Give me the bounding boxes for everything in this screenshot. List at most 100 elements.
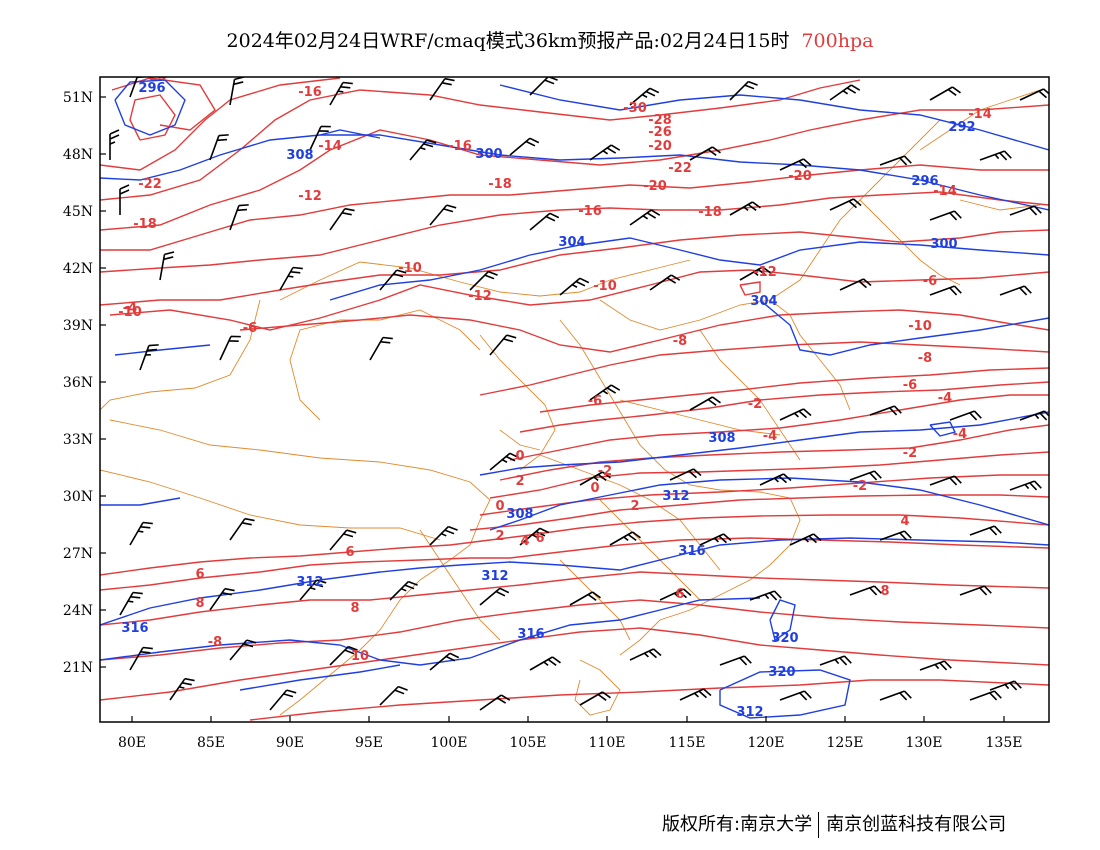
- isotherm-line: [489, 451, 1049, 499]
- isotherm-line: [479, 474, 1049, 516]
- isotherm-line: [100, 79, 861, 201]
- wind-barb: [229, 639, 257, 661]
- isotherm-line: [100, 229, 1049, 306]
- wind-barb: [929, 475, 962, 486]
- lat-tick-label: 48N: [63, 147, 93, 163]
- height-contour-line: [759, 299, 1049, 356]
- height-label: 296: [138, 81, 165, 96]
- height-label: 308: [506, 507, 533, 522]
- wind-barb: [959, 585, 992, 596]
- wind-barb: [669, 468, 702, 481]
- wind-barb: [219, 335, 241, 361]
- isotherm-line: [100, 599, 1049, 661]
- wind-barb: [269, 689, 297, 711]
- temperature-label: -18: [133, 217, 157, 232]
- wind-barb: [659, 588, 692, 601]
- wind-barb: [929, 86, 961, 101]
- temperature-label: -6: [903, 378, 917, 393]
- wind-barb: [229, 517, 255, 541]
- wind-barb: [409, 139, 437, 161]
- temperature-label: -2: [903, 446, 917, 461]
- wind-barb: [529, 656, 561, 671]
- isotherm-line: [100, 191, 1049, 273]
- height-label: 312: [296, 575, 323, 590]
- isotherm-line: [100, 164, 1049, 251]
- lat-tick-label: 39N: [63, 318, 93, 334]
- temperature-label: 6: [535, 531, 544, 546]
- wind-barb: [829, 84, 861, 101]
- temperature-label: -2: [598, 464, 612, 479]
- height-label: 320: [768, 665, 795, 680]
- temperature-label: -18: [488, 177, 512, 192]
- province-boundary: [100, 469, 441, 541]
- height-label: 304: [750, 294, 777, 309]
- wind-barb: [729, 201, 761, 216]
- map-title: 2024年02月24日WRF/cmaq模式36km预报产品:02月24日15时 7…: [0, 26, 1100, 53]
- temperature-label: 0: [515, 449, 524, 464]
- lon-tick-label: 115E: [669, 735, 706, 751]
- province-boundary: [574, 659, 621, 716]
- wind-barb: [169, 677, 195, 701]
- height-contour-line: [929, 421, 957, 437]
- province-boundary: [769, 119, 941, 301]
- temperature-label: 0: [590, 481, 599, 496]
- temperature-label: -6: [588, 394, 602, 409]
- isotherm-line: [239, 309, 1049, 353]
- wind-barb: [1009, 205, 1042, 216]
- wind-barb: [1019, 410, 1049, 421]
- wind-barb: [119, 591, 143, 616]
- isotherm-line: [100, 77, 341, 171]
- province-boundary: [859, 199, 961, 286]
- wind-barb: [719, 655, 752, 666]
- wind-barb: [919, 660, 952, 671]
- height-label: 304: [558, 235, 585, 250]
- height-contour-line: [329, 237, 1049, 301]
- height-contour-line: [319, 129, 381, 139]
- wind-barb: [869, 405, 902, 416]
- wind-barbs: [109, 77, 1049, 711]
- temperature-label: -10: [593, 279, 617, 294]
- wind-barb: [969, 690, 1002, 701]
- temperature-label: -30: [623, 101, 647, 116]
- wind-barb: [629, 648, 662, 661]
- wind-barb: [779, 408, 812, 421]
- height-contour-line: [719, 669, 851, 719]
- height-label: 316: [678, 544, 705, 559]
- province-boundary: [559, 559, 631, 641]
- temperature-label: -4: [938, 391, 952, 406]
- temperature-label: 2: [630, 499, 639, 514]
- wind-barb: [329, 207, 355, 231]
- isotherm-line: [499, 424, 1049, 481]
- lat-tick-label: 51N: [63, 90, 93, 106]
- plot-frame: [99, 76, 1050, 723]
- isotherm-line: [100, 514, 1049, 576]
- lon-tick-label: 100E: [431, 735, 468, 751]
- temperature-label: 6: [675, 587, 684, 602]
- temperature-label: -20: [788, 169, 812, 184]
- temperature-label: 8: [880, 584, 889, 599]
- wind-barb: [159, 251, 175, 281]
- temperature-label: 2: [515, 474, 524, 489]
- wind-barb: [819, 655, 852, 666]
- temperature-label: -10: [908, 319, 932, 334]
- province-boundary: [289, 309, 481, 421]
- province-boundary: [559, 319, 801, 656]
- temperature-label: -20: [648, 139, 672, 154]
- lat-tick-label: 30N: [63, 489, 93, 505]
- lat-tick-label: 42N: [63, 261, 93, 277]
- temperature-label: 4: [900, 514, 909, 529]
- province-boundary: [100, 299, 261, 411]
- lat-tick-label: 45N: [63, 204, 93, 220]
- wind-barb: [109, 129, 120, 160]
- temperature-label: -28: [648, 113, 672, 128]
- wind-barb: [329, 81, 353, 106]
- wind-barb: [629, 87, 660, 106]
- temperature-label: 8: [195, 596, 204, 611]
- wind-barb: [749, 590, 782, 601]
- wind-barb: [629, 209, 661, 226]
- temperature-label: -4: [123, 301, 137, 316]
- wind-barb: [949, 410, 982, 421]
- height-contour-line: [769, 599, 796, 642]
- wind-barb: [309, 125, 331, 151]
